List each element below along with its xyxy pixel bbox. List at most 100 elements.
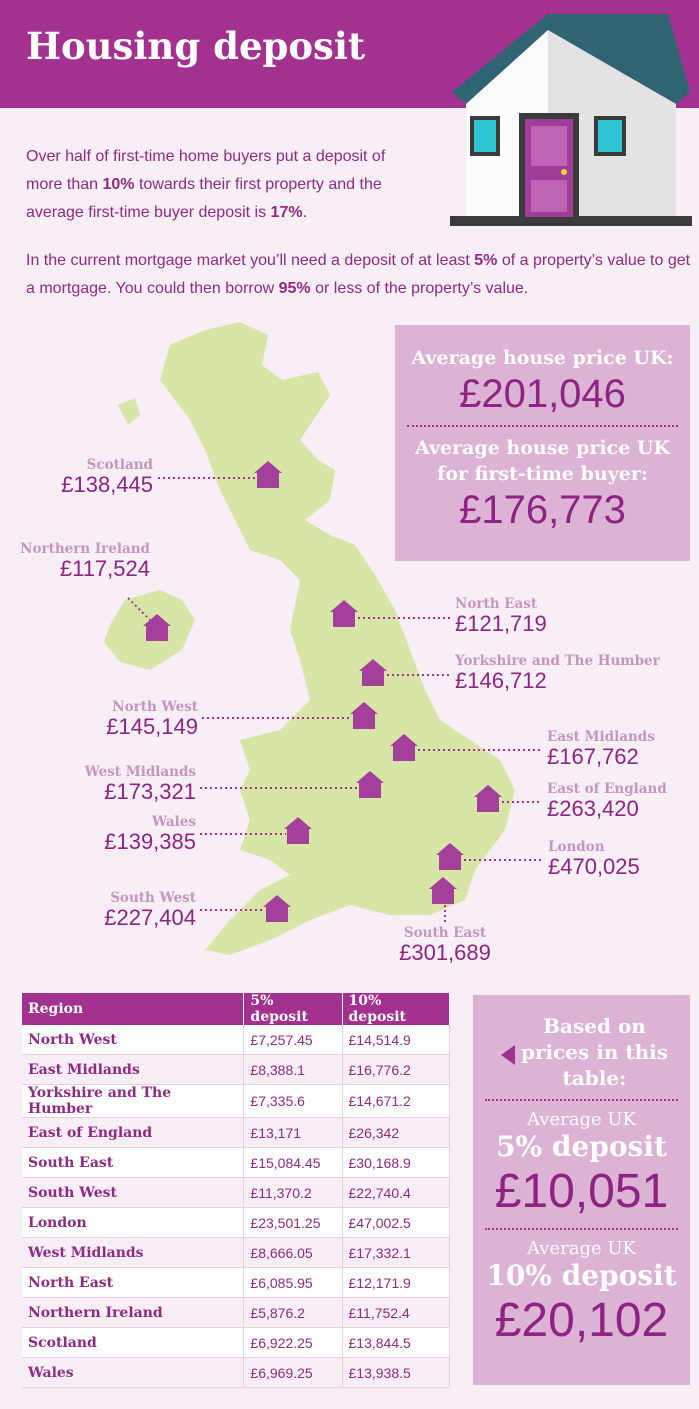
house-marker xyxy=(474,785,502,812)
region-name: West Midlands xyxy=(84,764,197,780)
intro-paragraph: In the current mortgage market you’ll ne… xyxy=(26,247,691,303)
table-cell: £6,969.25 xyxy=(243,1357,343,1388)
region-price: £121,719 xyxy=(455,611,547,636)
text: . xyxy=(302,204,308,221)
house-marker xyxy=(390,734,418,761)
summary-value: £176,773 xyxy=(459,488,626,532)
door-panel xyxy=(531,180,567,212)
house-marker xyxy=(436,843,464,870)
average-title: 5% deposit xyxy=(496,1130,667,1163)
table-cell: £7,335.6 xyxy=(243,1084,343,1118)
table-cell: London xyxy=(22,1207,245,1238)
region-name: Yorkshire and The Humber xyxy=(454,653,661,669)
highlight: 10% xyxy=(102,176,135,193)
table-cell: £13,171 xyxy=(243,1117,343,1148)
title: Housing deposit xyxy=(26,24,366,68)
table-cell: Northern Ireland xyxy=(22,1297,245,1328)
region-price: £167,762 xyxy=(547,744,639,769)
average-value: £10,051 xyxy=(494,1165,669,1218)
table-cell: £12,171.9 xyxy=(342,1267,451,1298)
highlight: 95% xyxy=(278,280,311,297)
door-panel xyxy=(531,126,567,166)
region-price: £263,420 xyxy=(547,796,639,821)
window xyxy=(474,120,496,152)
table-cell: £26,342 xyxy=(342,1117,451,1148)
map-art: Scotland£138,445 Northern Ireland£117,524… xyxy=(20,14,692,965)
table-row: East of England £13,171 £26,342 xyxy=(22,1117,451,1148)
text: In the current mortgage market you’ll ne… xyxy=(26,252,475,269)
region-price: £145,149 xyxy=(106,714,198,739)
deposit-table: Region 5% deposit 10% deposit North West £7,… xyxy=(22,993,451,1388)
summary-label: Average house price UK for first-time bu… xyxy=(415,437,670,485)
table-cell: £11,752.4 xyxy=(342,1297,451,1328)
region-name: Northern Ireland xyxy=(20,541,150,557)
window xyxy=(598,120,622,152)
region-price: £173,321 xyxy=(104,779,196,804)
table-cell: £5,876.2 xyxy=(243,1297,343,1328)
ground xyxy=(450,216,692,226)
region-name: South East xyxy=(404,925,487,941)
table-cell: North East xyxy=(22,1267,245,1298)
region-name: South West xyxy=(110,890,197,906)
table-cell: £47,002.5 xyxy=(342,1207,451,1238)
table-cell: £30,168.9 xyxy=(342,1147,451,1178)
house-marker xyxy=(429,877,457,904)
table-row: South West £11,370.2 £22,740.4 xyxy=(22,1177,451,1208)
table-row: South East £15,084.45 £30,168.9 xyxy=(22,1147,451,1178)
table-row: West Midlands £8,666.05 £17,332.1 xyxy=(22,1237,451,1268)
region-price: £117,524 xyxy=(60,556,150,581)
divider xyxy=(485,1228,678,1230)
table-row: Yorkshire and The Humber £7,335.6 £14,671.… xyxy=(22,1084,451,1118)
averages-box: Based on prices in this table: Average U… xyxy=(473,995,690,1385)
region-price: £139,385 xyxy=(104,829,196,854)
table-cell: North West xyxy=(22,1025,245,1055)
house-marker xyxy=(356,771,384,798)
table-row: North East £6,085.95 £12,171.9 xyxy=(22,1267,451,1298)
region-name: North East xyxy=(455,596,538,612)
table-cell: £14,514.9 xyxy=(342,1025,451,1055)
average-value: £20,102 xyxy=(494,1294,669,1347)
house-marker xyxy=(263,895,291,922)
table-cell: £8,666.05 xyxy=(243,1237,343,1268)
table-cell: £6,085.95 xyxy=(243,1267,343,1298)
text: towards their first property and the ave… xyxy=(26,176,382,221)
table-cell: Scotland xyxy=(22,1327,245,1358)
region-markers: Scotland£138,445 Northern Ireland£117,524… xyxy=(20,457,667,965)
text: or less of the property’s value. xyxy=(310,280,529,297)
highlight: 5% xyxy=(474,252,498,269)
divider xyxy=(485,1099,678,1101)
table-cell: Yorkshire and The Humber xyxy=(22,1084,245,1118)
table-cell: East Midlands xyxy=(22,1054,245,1085)
column-header: 10% deposit xyxy=(342,993,451,1025)
house-marker xyxy=(350,702,378,729)
arrow xyxy=(501,1045,515,1065)
region-price: £301,689 xyxy=(399,940,491,965)
table-cell: £13,938.5 xyxy=(342,1357,451,1388)
house-illustration xyxy=(450,14,692,226)
region-name: North West xyxy=(112,699,198,715)
table-row: Wales £6,969.25 £13,938.5 xyxy=(22,1357,451,1388)
region-name: Scotland xyxy=(87,457,154,473)
table-cell: South East xyxy=(22,1147,245,1178)
table-cell: East of England xyxy=(22,1117,245,1148)
region-name: Wales xyxy=(151,814,196,830)
house-marker xyxy=(143,614,171,641)
table-cell: Wales xyxy=(22,1357,245,1388)
intro-paragraph: Over half of first-time home buyers put … xyxy=(26,143,418,227)
table-cell: £15,084.45 xyxy=(243,1147,343,1178)
region-name: East of England xyxy=(547,781,667,797)
table-cell: £23,501.25 xyxy=(243,1207,343,1238)
table-cell: £8,388.1 xyxy=(243,1054,343,1085)
summary-value: £201,046 xyxy=(459,372,626,416)
table-cell: £14,671.2 xyxy=(342,1084,451,1118)
average-label: Average UK xyxy=(527,1109,636,1130)
region-price: £470,025 xyxy=(548,854,640,879)
table-cell: £16,776.2 xyxy=(342,1054,451,1085)
region-price: £138,445 xyxy=(61,472,153,497)
region-price: £227,404 xyxy=(104,905,196,930)
table-header: Region 5% deposit 10% deposit xyxy=(22,993,451,1025)
table-cell: £6,922.25 xyxy=(243,1327,343,1358)
table-cell: £11,370.2 xyxy=(243,1177,343,1208)
door-knob xyxy=(561,169,567,175)
